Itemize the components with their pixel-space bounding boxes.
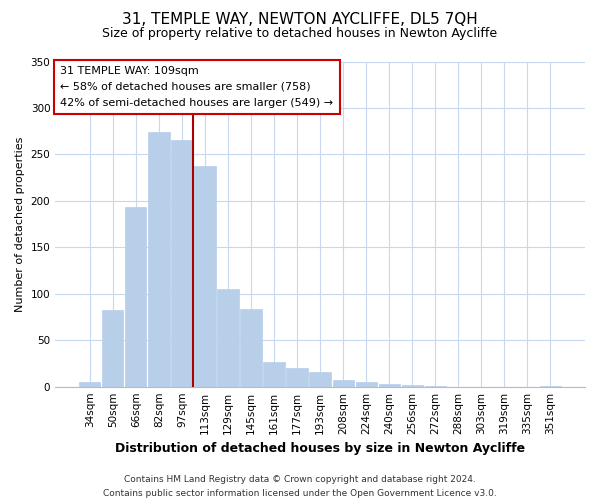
Bar xyxy=(286,368,308,386)
Bar xyxy=(79,382,100,386)
Text: Size of property relative to detached houses in Newton Aycliffe: Size of property relative to detached ho… xyxy=(103,28,497,40)
Text: 31 TEMPLE WAY: 109sqm
← 58% of detached houses are smaller (758)
42% of semi-det: 31 TEMPLE WAY: 109sqm ← 58% of detached … xyxy=(61,66,334,108)
Bar xyxy=(310,372,331,386)
Bar xyxy=(102,310,124,386)
Bar xyxy=(125,208,146,386)
Bar xyxy=(241,308,262,386)
Bar xyxy=(148,132,170,386)
Bar xyxy=(379,384,400,386)
Bar xyxy=(217,289,239,386)
Bar xyxy=(401,385,423,386)
Y-axis label: Number of detached properties: Number of detached properties xyxy=(15,136,25,312)
X-axis label: Distribution of detached houses by size in Newton Aycliffe: Distribution of detached houses by size … xyxy=(115,442,525,455)
Bar xyxy=(194,166,215,386)
Bar xyxy=(172,140,193,386)
Text: Contains HM Land Registry data © Crown copyright and database right 2024.
Contai: Contains HM Land Registry data © Crown c… xyxy=(103,476,497,498)
Bar xyxy=(332,380,353,386)
Bar xyxy=(263,362,284,386)
Bar xyxy=(356,382,377,386)
Text: 31, TEMPLE WAY, NEWTON AYCLIFFE, DL5 7QH: 31, TEMPLE WAY, NEWTON AYCLIFFE, DL5 7QH xyxy=(122,12,478,28)
